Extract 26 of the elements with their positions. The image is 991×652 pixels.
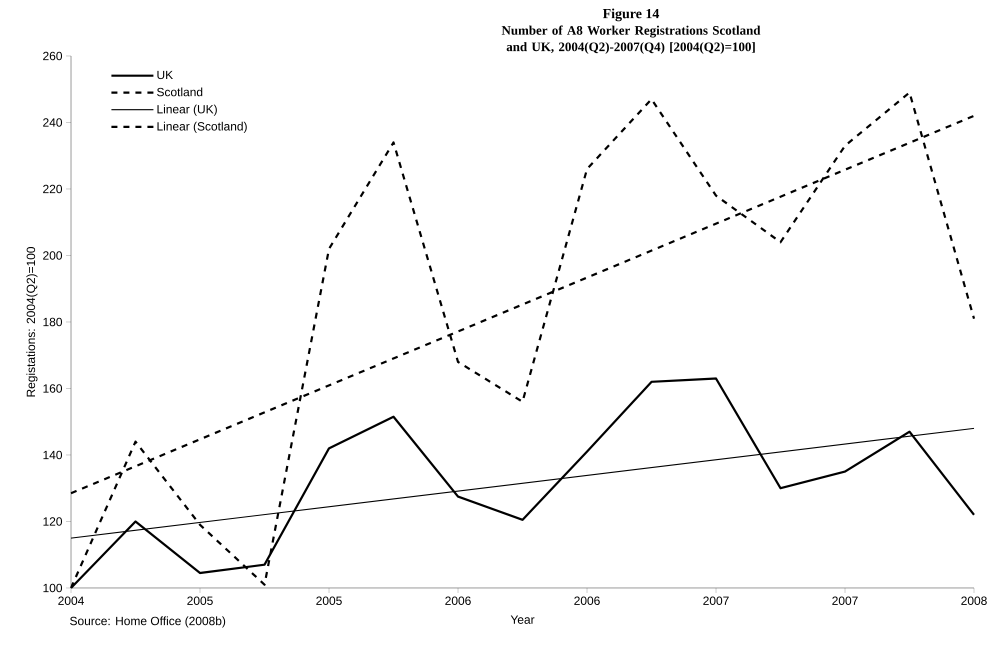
x-tick-label: 2007 — [832, 596, 858, 605]
y-tick-label: 220 — [43, 184, 62, 194]
x-tick-label: 2005 — [316, 596, 342, 605]
source-note: Source: Home Office (2008b) — [70, 616, 226, 628]
x-axis-title: Year — [510, 616, 534, 624]
x-tick-label: 2008 — [961, 596, 987, 605]
y-tick-label: 240 — [43, 118, 62, 127]
legend-label: UK — [157, 70, 173, 80]
y-tick-label: 160 — [43, 384, 62, 393]
x-tick-label: 2005 — [187, 596, 213, 605]
x-tick-label: 2007 — [703, 596, 729, 605]
legend-label: Linear (UK) — [157, 104, 217, 116]
y-tick-label: 100 — [43, 584, 62, 592]
x-tick-label: 2006 — [445, 596, 471, 605]
y-tick-label: 120 — [43, 517, 62, 526]
legend-label: Linear (Scotland) — [157, 122, 247, 133]
y-axis-title: Registations: 2004(Q2)=100 — [26, 246, 38, 396]
x-tick-label: 2006 — [574, 596, 600, 605]
y-tick-label: 180 — [43, 318, 62, 326]
y-tick-label: 260 — [43, 52, 62, 60]
x-tick-label: 2004 — [58, 596, 84, 605]
y-tick-label: 140 — [43, 450, 62, 460]
y-tick-label: 200 — [43, 251, 62, 260]
chart-title: Figure 14 — [602, 8, 660, 22]
chart-subtitle: Number of A8 Worker Registrations Scotland and UK, 2004(Q2)-2007(Q4) [2004(Q2)=100] — [502, 26, 760, 54]
legend-label: Scotland — [157, 88, 202, 96]
